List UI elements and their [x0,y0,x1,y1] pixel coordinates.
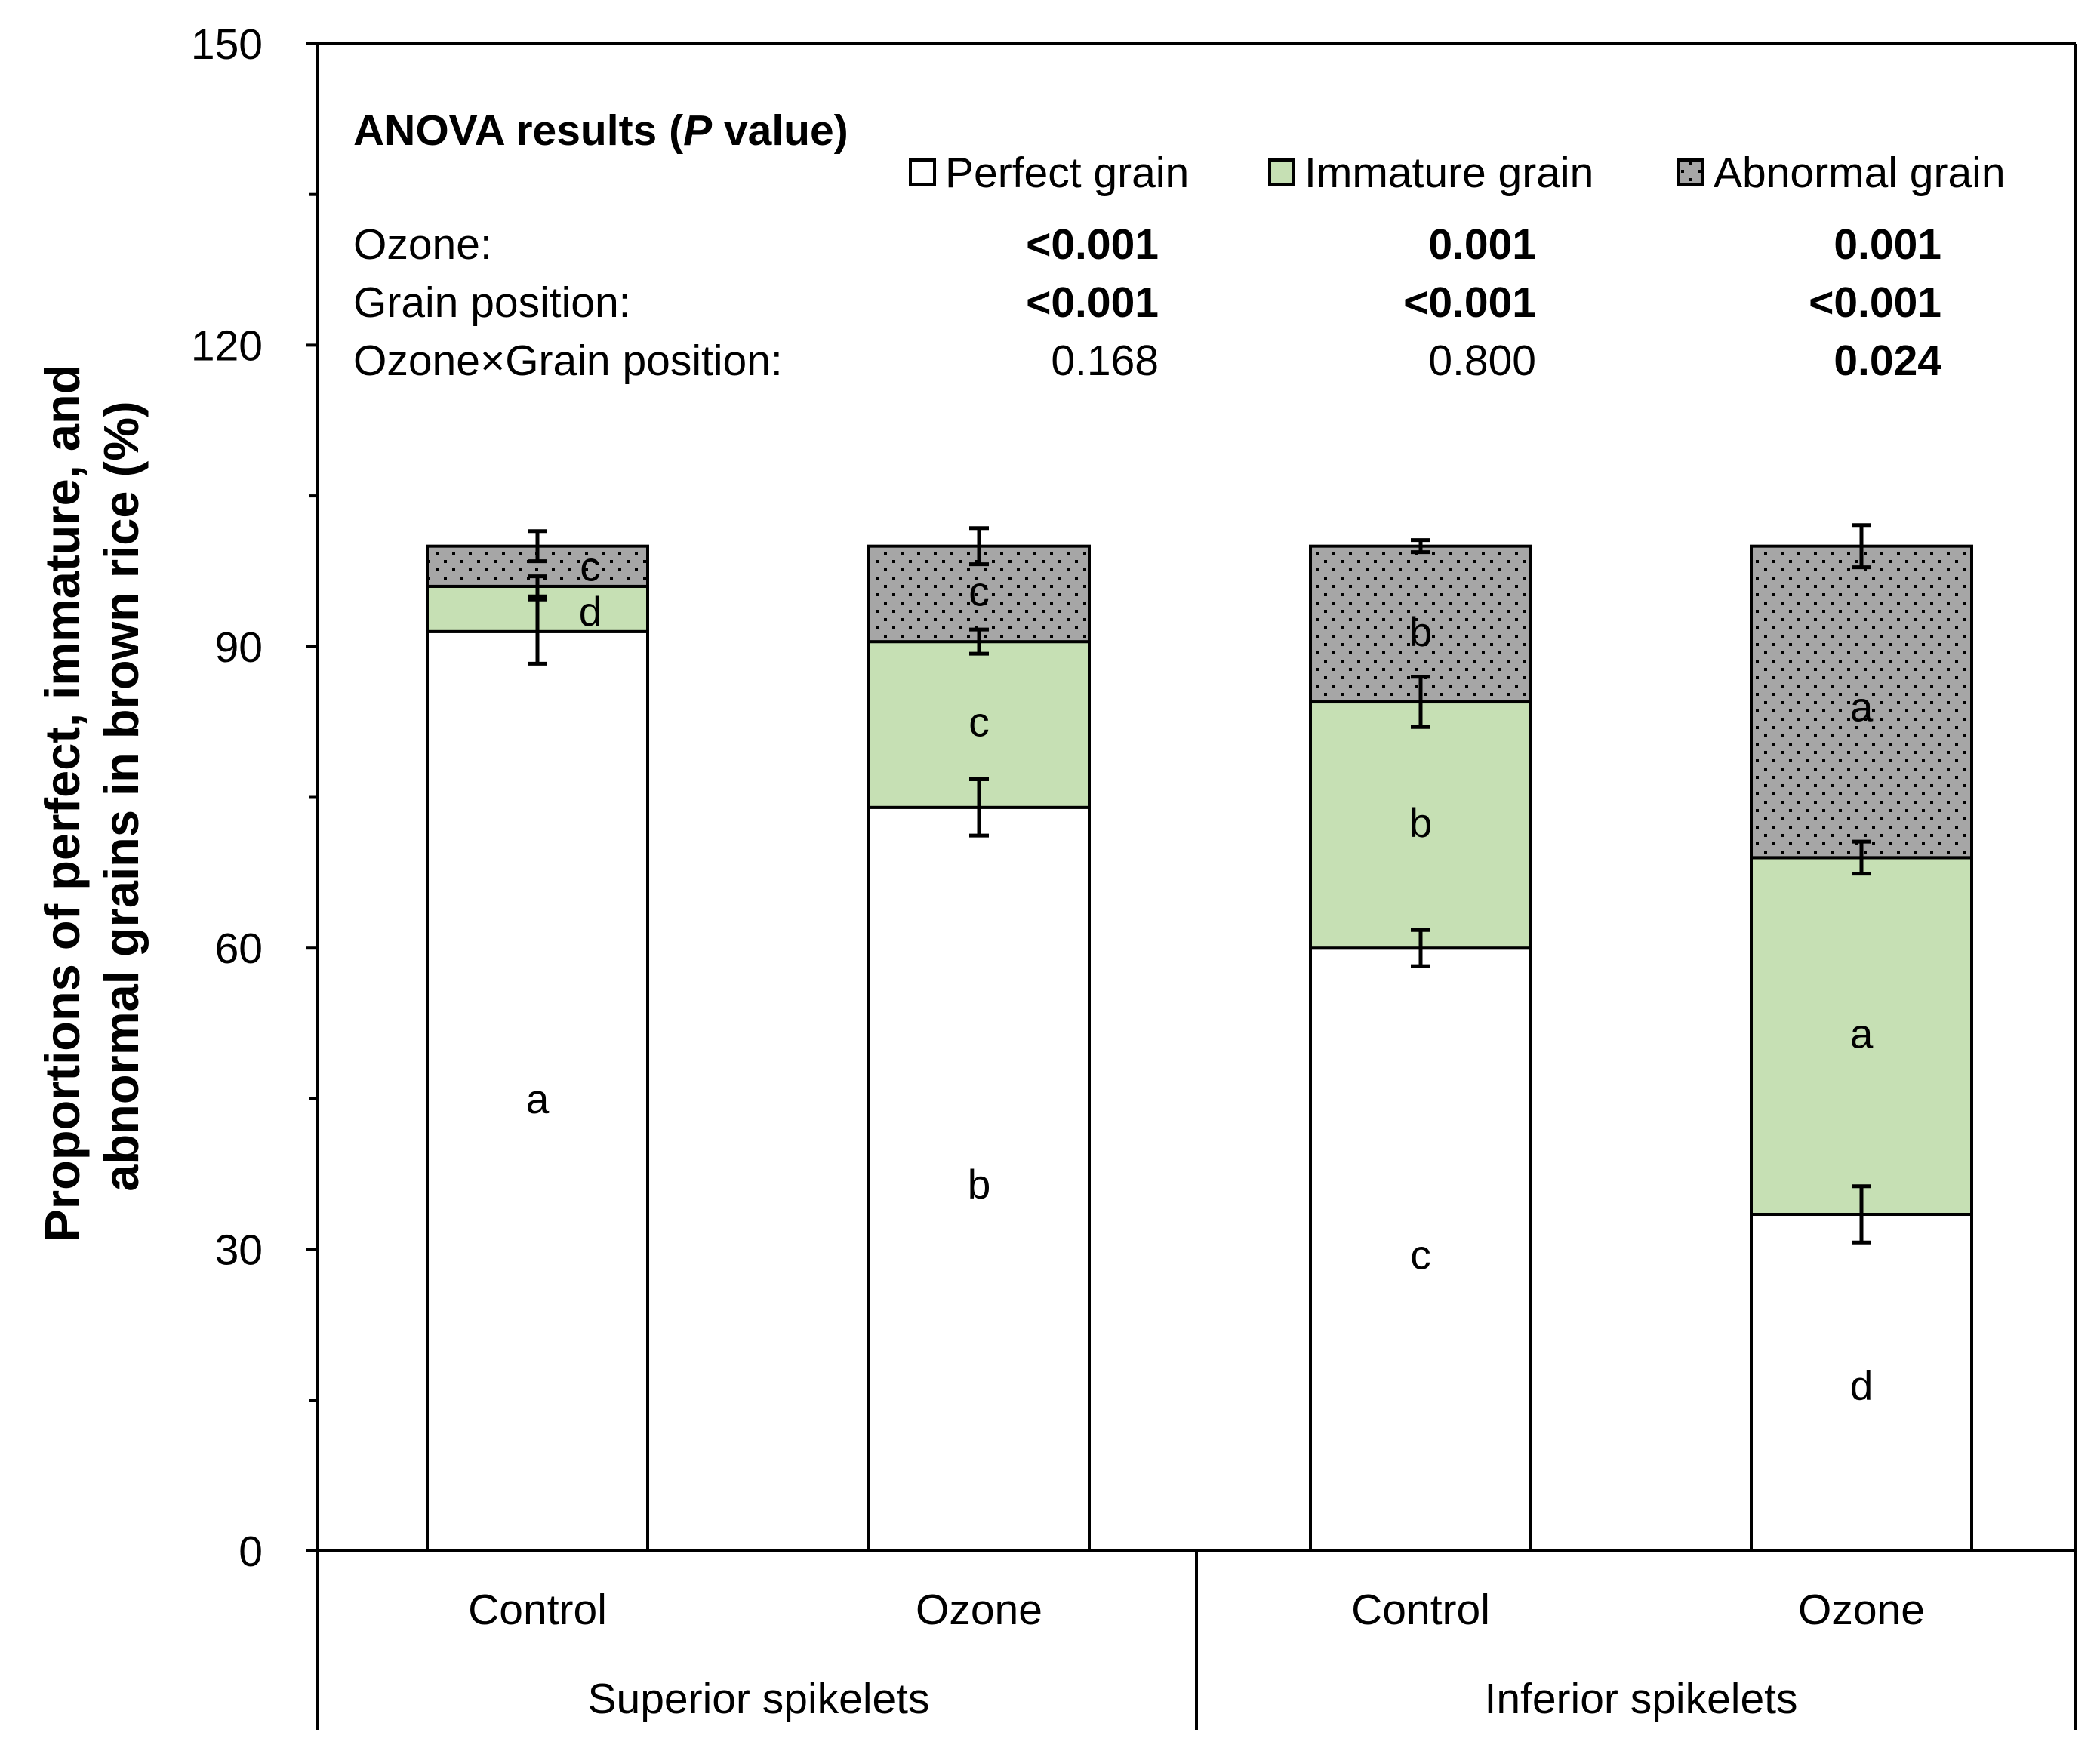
y-tick-label: 0 [239,1528,263,1576]
anova-row-label-grain-position: Grain position: [353,278,631,327]
bars [426,544,1973,1553]
y-tick-label: 150 [191,20,263,69]
letter-immature-grain-1: d [579,588,602,635]
x-tick-label-ozone-superior: Ozone [916,1586,1042,1634]
legend-swatch-immature [1268,158,1295,186]
anova-value-grain-position--3: <0.001 [1809,278,1941,327]
letter-immature-grain-4: a [1850,1010,1874,1057]
anova-value-ozone--1: <0.001 [1026,220,1159,269]
anova-value-ozone--2: 0.001 [1428,220,1536,269]
legend-label-perfect: Perfect grain [945,149,1189,197]
letter-abnormal-grain-2: c [968,568,990,615]
anova-value-grain-position--2: <0.001 [1403,278,1536,327]
bar-perfect-grain-1 [426,629,649,1553]
y-axis-label: Proportions of perfect, immature, and ab… [35,351,149,1242]
x-tick-label-control-inferior: Control [1351,1586,1490,1634]
x-tick-label-ozone-inferior: Ozone [1798,1586,1925,1634]
group-label-superior: Superior spikelets [587,1675,929,1723]
letter-immature-grain-3: b [1409,799,1433,846]
x-tick-label-control-superior: Control [468,1586,607,1634]
legend-swatch-perfect [909,158,936,186]
bar-perfect-grain-3 [1309,946,1532,1552]
y-tick-label: 90 [215,623,263,672]
anova-value-ozone--3: 0.001 [1834,220,1941,269]
error-bars [528,523,1871,1245]
anova-title-suffix: value) [712,106,848,155]
letter-perfect-grain-1: a [526,1075,550,1122]
y-axis-label-line-1: Proportions of perfect, immature, and [35,365,90,1242]
legend-label-abnormal: Abnormal grain [1714,149,2006,197]
anova-row-label-ozone: Ozone: [353,220,492,269]
letter-immature-grain-2: c [968,699,990,746]
legend-label-immature: Immature grain [1304,149,1593,197]
legend: Perfect grain Immature grain Abnormal gr… [909,149,2006,197]
anova-table: Ozone: Grain position: Ozone×Grain posit… [353,220,1941,385]
anova-values: <0.001 0.001 0.001 <0.001 <0.001 <0.001 0.168 0… [1026,220,1941,385]
y-tick-label: 120 [191,322,263,370]
y-axis-label-line-2: abnormal grains in brown rice (%) [94,401,149,1191]
anova-title-italic: P [683,106,713,155]
letter-abnormal-grain-4: a [1850,684,1874,731]
anova-value-grain-position--1: <0.001 [1026,278,1159,327]
bar-immature-grain-4 [1750,856,1973,1217]
letter-perfect-grain-3: c [1410,1231,1431,1278]
y-tick-label: 60 [215,925,263,973]
bar-immature-grain-3 [1309,700,1532,950]
anova-value-ozone-grain-position--1: 0.168 [1051,337,1159,385]
letter-perfect-grain-2: b [968,1161,991,1208]
letter-abnormal-grain-3: b [1409,608,1433,655]
group-label-inferior: Inferior spikelets [1484,1675,1797,1723]
anova-title-prefix: ANOVA results ( [353,106,683,155]
y-axis: 0 30 60 90 120 150 [191,20,317,1576]
bar-perfect-grain-2 [867,805,1091,1552]
legend-swatch-abnormal [1677,158,1704,186]
bar-perfect-grain-4 [1750,1213,1973,1552]
anova-row-label-interaction: Ozone×Grain position: [353,337,783,385]
letter-abnormal-grain-1: c [580,543,601,589]
y-tick-label: 30 [215,1226,263,1275]
anova-value-ozone-grain-position--2: 0.800 [1428,337,1536,385]
bar-abnormal-grain-4 [1750,544,1973,860]
letter-perfect-grain-4: d [1850,1362,1874,1408]
anova-value-ozone-grain-position--3: 0.024 [1834,337,1941,385]
anova-title: ANOVA results (P value) [353,106,848,155]
